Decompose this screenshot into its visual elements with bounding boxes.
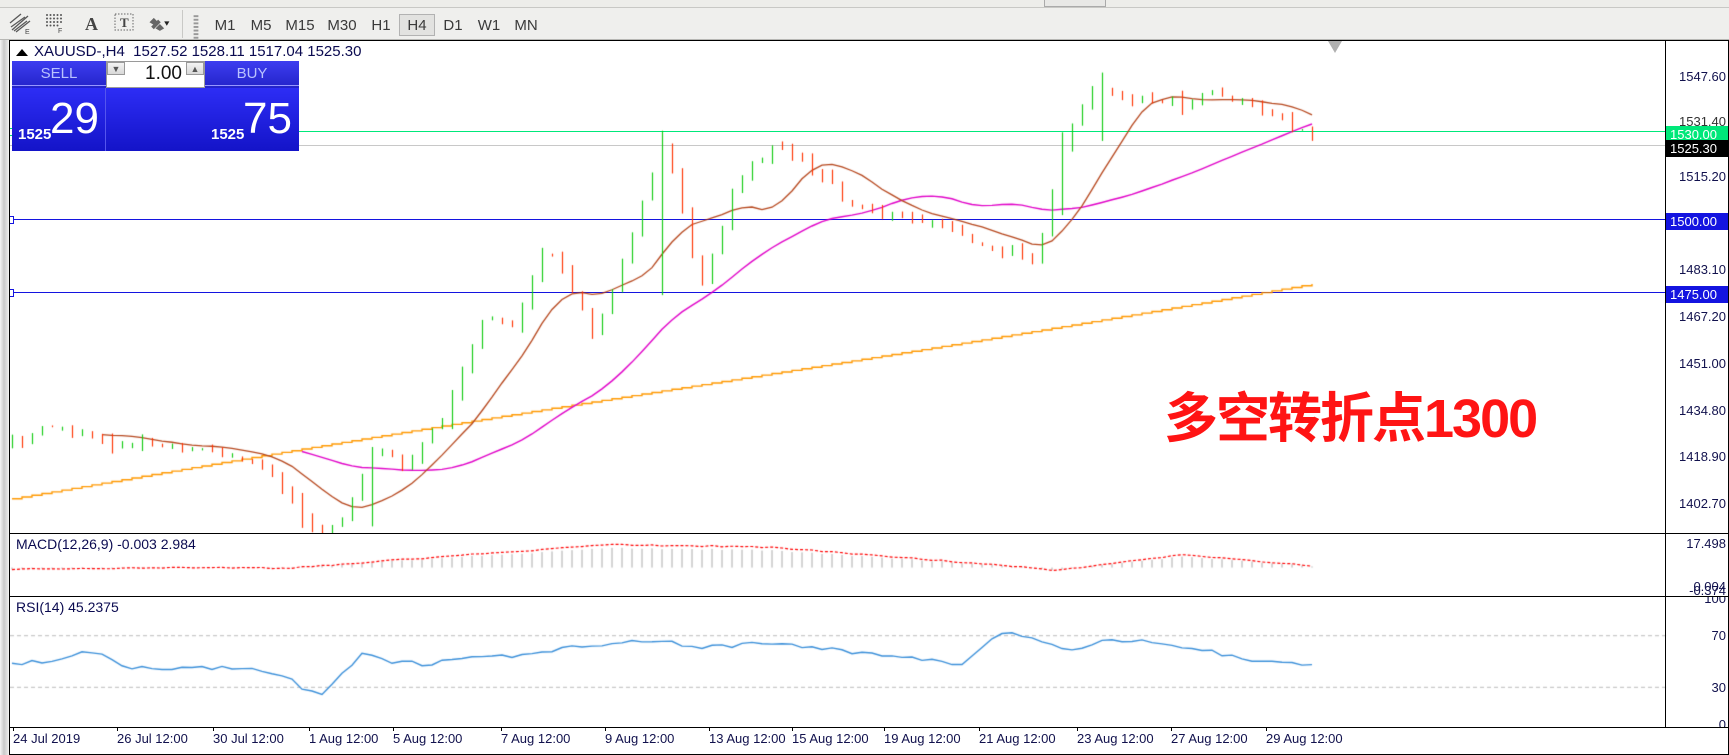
svg-text:E: E [25, 29, 30, 36]
svg-text:T: T [120, 15, 129, 30]
svg-text:F: F [58, 28, 62, 35]
svg-text:A: A [85, 14, 98, 34]
